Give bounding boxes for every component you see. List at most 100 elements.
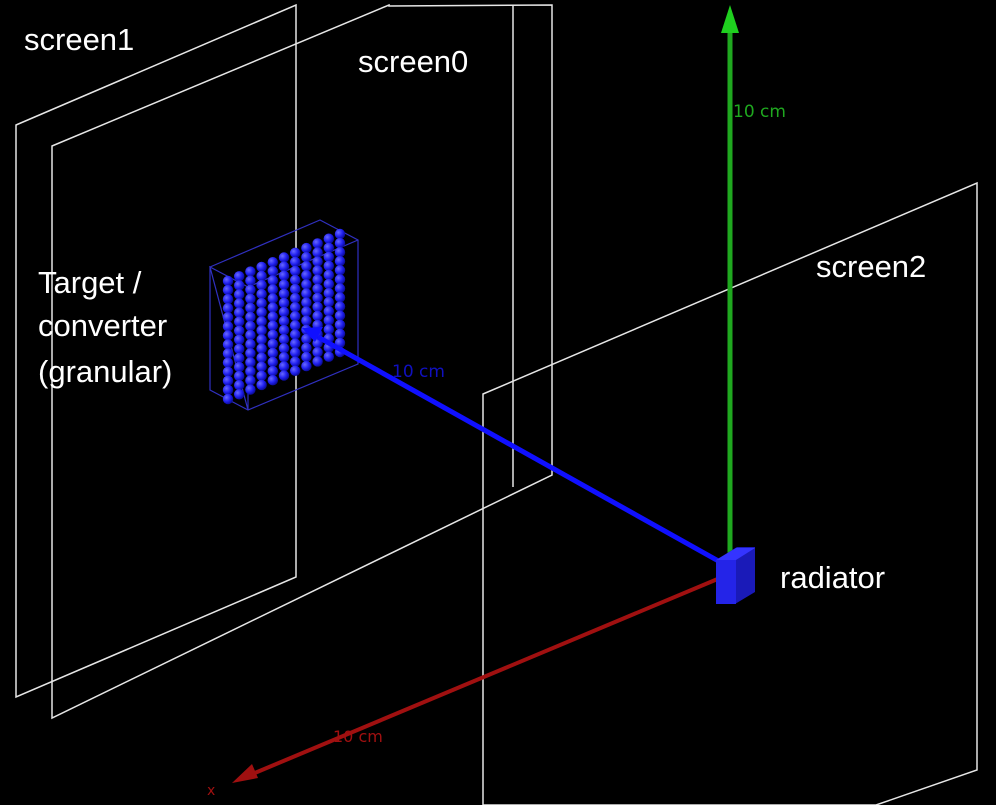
target-sphere [323, 288, 334, 299]
target-sphere [256, 352, 267, 363]
target-sphere [323, 251, 334, 263]
target-sphere [234, 352, 245, 364]
target-sphere [267, 320, 278, 331]
target-sphere [323, 242, 334, 253]
target-sphere [245, 366, 256, 377]
target-sphere [312, 347, 323, 358]
z-axis: 10 cm [302, 327, 724, 566]
target-sphere [334, 265, 346, 276]
target-sphere [256, 343, 267, 354]
target-sphere [312, 356, 323, 367]
target-sphere [334, 301, 346, 312]
screen1-label: screen1 [24, 22, 134, 57]
target-sphere [245, 320, 256, 332]
target-sphere [301, 351, 312, 363]
screen0-outline [51, 3, 553, 720]
target-sphere [256, 325, 267, 336]
target-sphere [222, 366, 234, 377]
radiator-block [716, 547, 755, 604]
target-sphere [245, 348, 256, 359]
target-sphere [301, 360, 312, 372]
target-sphere [334, 237, 346, 249]
target-sphere [278, 370, 290, 381]
target-sphere [301, 252, 312, 263]
target-sphere [323, 324, 334, 335]
target-sphere [278, 343, 290, 354]
target-sphere [278, 361, 290, 372]
target-sphere [234, 370, 245, 382]
target-sphere [267, 356, 278, 368]
target-sphere [278, 252, 290, 263]
target-sphere [301, 288, 312, 299]
target-sphere [222, 330, 234, 341]
target-sphere [334, 319, 346, 330]
target-sphere [290, 265, 301, 277]
target-sphere [334, 256, 346, 267]
target-sphere [334, 310, 346, 321]
target-sphere [323, 306, 334, 317]
target-sphere [290, 320, 301, 331]
target-converter [209, 219, 359, 411]
screen2-outline [482, 181, 978, 805]
target-sphere [234, 280, 245, 291]
target-sphere [267, 275, 278, 286]
target-sphere [222, 375, 234, 386]
target-sphere [278, 306, 290, 318]
target-sphere [234, 343, 245, 355]
target-sphere [222, 384, 234, 396]
target-sphere [334, 292, 346, 303]
target-sphere [290, 329, 301, 340]
target-sphere [256, 279, 267, 291]
target-sphere [222, 275, 234, 287]
target-sphere [222, 357, 234, 368]
target-sphere [312, 238, 323, 249]
target-sphere [290, 247, 301, 258]
target-sphere [256, 316, 267, 327]
target-sphere [234, 307, 245, 318]
target-sphere [278, 270, 290, 281]
target-sphere [278, 279, 290, 290]
target-sphere [301, 342, 312, 354]
target-sphere [312, 265, 323, 276]
target-sphere [245, 375, 256, 386]
target-sphere [245, 266, 256, 277]
screen2-label: screen2 [816, 249, 926, 284]
target-sphere [278, 288, 290, 299]
target-sphere [301, 333, 312, 345]
radiator-label: radiator [780, 560, 885, 595]
target-sphere [267, 311, 278, 322]
target-sphere [323, 269, 334, 281]
target-sphere [234, 316, 245, 327]
target-sphere [245, 275, 256, 286]
target-sphere [267, 329, 278, 340]
target-sphere [245, 329, 256, 341]
target-sphere [267, 338, 278, 350]
target-sphere [267, 302, 278, 313]
target-sphere [234, 389, 245, 400]
target-sphere [301, 270, 312, 281]
target-sphere [323, 315, 334, 326]
target-sphere [245, 311, 256, 323]
target-sphere [312, 247, 323, 258]
target-sphere [290, 302, 301, 313]
screen1-outline [15, 3, 297, 699]
target-sphere [301, 242, 312, 254]
target-sphere [301, 306, 312, 317]
target-sphere [323, 351, 334, 362]
target-sphere [334, 283, 346, 294]
target-sphere [256, 261, 267, 273]
target-sphere [290, 283, 301, 295]
target-sphere [334, 247, 346, 258]
target-sphere [290, 256, 301, 268]
target-sphere [222, 312, 234, 323]
target-sphere [290, 347, 301, 358]
target-sphere [256, 288, 267, 300]
target-sphere [222, 393, 234, 405]
x-axis-scale-label: 10 cm [333, 727, 383, 746]
target-sphere [323, 297, 334, 308]
target-sphere [267, 284, 278, 295]
target-sphere [312, 256, 323, 267]
target-sphere [234, 271, 245, 282]
target-sphere [267, 293, 278, 304]
